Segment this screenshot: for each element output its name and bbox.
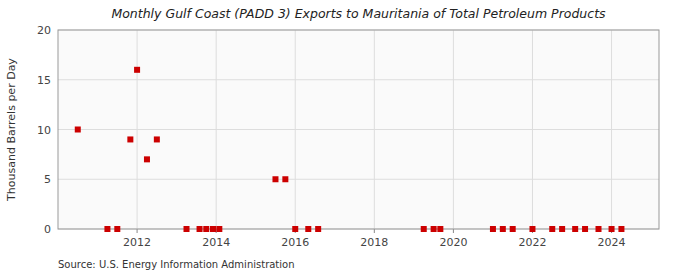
chart: 0 5 10 15 20 2012 2014 2016 2018 2020 2022 2024 Mont…	[0, 0, 675, 275]
point	[305, 226, 311, 232]
point	[203, 226, 209, 232]
x-tick-label: 2012	[123, 236, 151, 249]
y-tick-label: 15	[37, 74, 51, 87]
y-grid-line	[58, 179, 659, 180]
x-tick-label: 2016	[281, 236, 309, 249]
y-grid-line	[58, 79, 659, 80]
y-tick-label: 20	[37, 24, 51, 37]
x-grid-line	[137, 30, 138, 229]
y-tick-label: 0	[44, 223, 51, 236]
x-tick-mark	[137, 229, 138, 233]
x-tick-label: 2014	[202, 236, 230, 249]
point	[421, 226, 427, 232]
point	[197, 226, 203, 232]
x-grid-line	[453, 30, 454, 229]
point	[549, 226, 555, 232]
point	[127, 136, 133, 142]
point	[216, 226, 222, 232]
grid	[58, 30, 659, 229]
points	[75, 67, 625, 232]
y-axis-label: Thousand Barrels per Day	[5, 58, 18, 202]
point	[210, 226, 216, 232]
y-grid-line	[58, 129, 659, 130]
point	[596, 226, 602, 232]
point	[104, 226, 110, 232]
x-tick-mark	[374, 229, 375, 233]
point	[315, 226, 321, 232]
point	[437, 226, 443, 232]
point	[431, 226, 437, 232]
source-note: Source: U.S. Energy Information Administ…	[58, 259, 295, 270]
point	[282, 176, 288, 182]
plot-background	[58, 30, 659, 229]
x-grid-line	[374, 30, 375, 229]
x-grid-line	[532, 30, 533, 229]
point	[184, 226, 190, 232]
title: Monthly Gulf Coast (PADD 3) Exports to M…	[111, 6, 606, 21]
point	[618, 226, 624, 232]
x-grid-line	[216, 30, 217, 229]
x-grid-line	[611, 30, 612, 229]
point	[609, 226, 615, 232]
point	[500, 226, 506, 232]
point	[559, 226, 565, 232]
x-tick-label: 2022	[518, 236, 546, 249]
point	[529, 226, 535, 232]
point	[510, 226, 516, 232]
point	[134, 67, 140, 73]
x-tick-label: 2018	[360, 236, 388, 249]
x-tick-label: 2024	[598, 236, 626, 249]
y-tick-label: 5	[44, 173, 51, 186]
plot-frame	[58, 30, 659, 229]
x-grid-line	[295, 30, 296, 229]
x-tick-label: 2020	[439, 236, 467, 249]
point	[154, 136, 160, 142]
point	[144, 156, 150, 162]
point	[75, 127, 81, 133]
x-tick-mark	[453, 229, 454, 233]
point	[490, 226, 496, 232]
point	[572, 226, 578, 232]
point	[272, 176, 278, 182]
y-tick-label: 10	[37, 124, 51, 137]
point	[582, 226, 588, 232]
point	[292, 226, 298, 232]
axes: 0 5 10 15 20 2012 2014 2016 2018 2020 2022 2024	[37, 24, 659, 249]
point	[114, 226, 120, 232]
